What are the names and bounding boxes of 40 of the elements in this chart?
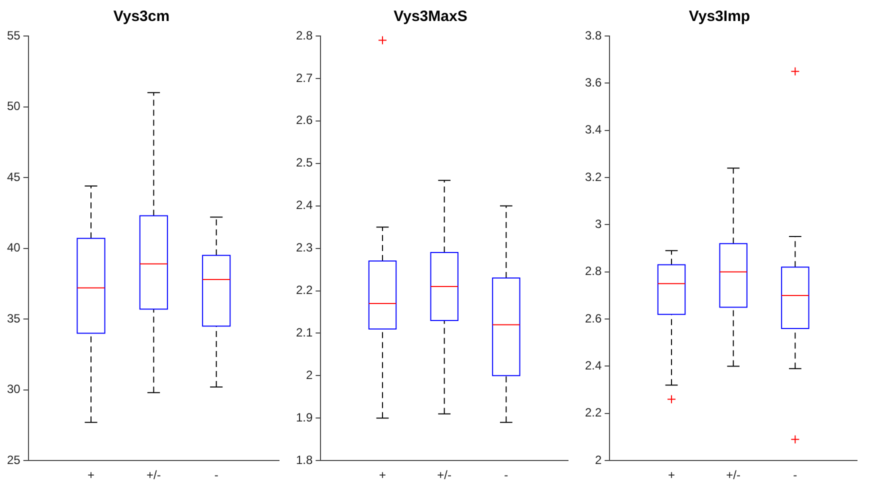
x-tick-label: + [668, 468, 676, 482]
y-tick-label: 2.1 [296, 326, 313, 340]
y-tick-label: 2.3 [296, 240, 313, 255]
y-tick-label: 2.4 [584, 358, 602, 373]
y-tick-label: 2.5 [296, 156, 313, 170]
y-tick-label: 2.4 [296, 198, 313, 212]
x-tick-label: - [504, 468, 508, 482]
x-tick-label: +/- [437, 468, 452, 482]
y-tick-label: 2.8 [296, 28, 313, 42]
y-tick-label: 55 [6, 28, 21, 42]
y-tick-label: 2.2 [584, 406, 602, 420]
y-tick-label: 2.6 [296, 113, 313, 128]
y-tick-label: 3.8 [584, 28, 602, 42]
chart-title: Vys3cm [113, 8, 170, 26]
x-tick-label: - [793, 468, 798, 482]
y-tick-label: 50 [6, 99, 21, 114]
y-tick-label: 3.6 [584, 75, 602, 90]
x-tick-label: + [88, 468, 95, 482]
y-tick-label: 30 [6, 382, 21, 396]
y-tick-label: 1.8 [296, 452, 313, 467]
y-tick-label: 35 [6, 311, 21, 326]
y-tick-label: 3 [594, 217, 602, 232]
y-tick-label: 25 [6, 452, 21, 467]
y-tick-label: 2 [306, 368, 313, 382]
chart-title: Vys3Imp [688, 8, 750, 26]
y-tick-label: 45 [6, 170, 21, 184]
x-tick-label: + [379, 468, 386, 482]
chart-title: Vys3MaxS [394, 8, 468, 26]
x-tick-label: - [214, 468, 218, 482]
y-tick-label: 2.6 [584, 311, 602, 326]
y-tick-label: 40 [6, 240, 21, 255]
x-tick-label: +/- [146, 468, 161, 482]
y-tick-label: 2 [594, 452, 602, 467]
y-tick-label: 1.9 [296, 410, 313, 424]
y-tick-label: 2.7 [296, 70, 313, 85]
y-tick-label: 2.8 [584, 264, 602, 278]
x-tick-label: +/- [726, 468, 741, 482]
y-tick-label: 3.4 [584, 122, 602, 137]
y-tick-label: 2.2 [296, 283, 313, 298]
y-tick-label: 3.2 [584, 170, 602, 184]
